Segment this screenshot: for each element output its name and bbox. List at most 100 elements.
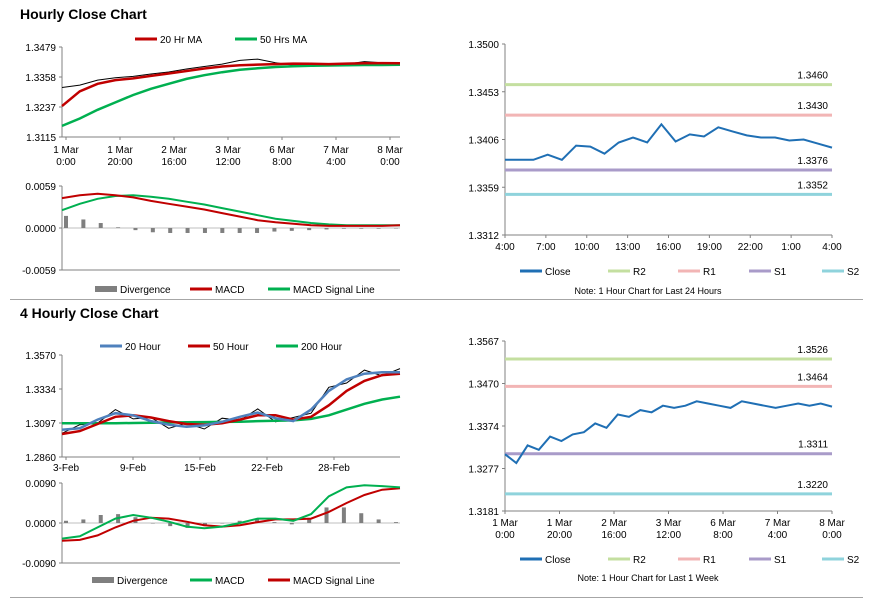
four-hourly-price-y-tick-label: 1.3570 — [25, 351, 56, 362]
four-hourly-pivot-x-tick-label: 0:00 — [822, 530, 842, 541]
hourly-pivot-y-tick-label: 1.3312 — [468, 231, 499, 242]
four-hourly-macd-y-tick-label: 0.0090 — [25, 479, 56, 490]
four-hourly-divergence-bar — [394, 522, 398, 523]
legend-20hr-ma-label: 20 Hr MA — [160, 35, 203, 46]
hourly-macd-y-tick-label: 0.0059 — [25, 182, 56, 193]
hourly-divergence-bar — [220, 228, 225, 233]
four-hourly-pivot-close-line — [504, 400, 833, 465]
legend-hourly-signal-label: MACD Signal Line — [293, 285, 375, 296]
four-hourly-pivot-x-tick-label: 1 Mar — [492, 518, 518, 529]
legend-4h-divergence-label: Divergence — [117, 576, 168, 587]
four-hourly-divergence-bar — [98, 515, 103, 523]
four-hourly-divergence-bar — [341, 507, 346, 523]
hourly-pivot-r1-label: 1.3430 — [797, 101, 828, 112]
hourly-divergence-bar — [289, 228, 294, 231]
hourly-price-x-tick-label: 0:00 — [380, 157, 400, 168]
hourly-divergence-bar — [98, 223, 103, 228]
hourly-price-x-tick-label: 8 Mar — [377, 145, 403, 156]
hourly-pivot-r2-label: 1.3460 — [797, 71, 828, 82]
four-hourly-pivot-y-tick-label: 1.3277 — [468, 465, 499, 476]
hourly-pivot-legend-r2-label: R2 — [633, 267, 646, 278]
hourly-pivot-y-tick-label: 1.3500 — [468, 40, 499, 51]
hourly-divergence-bar — [394, 228, 398, 229]
four-hourly-macd-y-tick-label: -0.0090 — [22, 559, 56, 570]
four-hourly-pivot-r2-label: 1.3526 — [797, 345, 828, 356]
hourly-divergence-bar — [307, 228, 312, 231]
hourly-price-x-tick-label: 3 Mar — [215, 145, 241, 156]
hourly-price-y-tick-label: 1.3479 — [25, 43, 56, 54]
four-hourly-pivot-legend-r1-label: R1 — [703, 555, 716, 566]
hourly-signal-line — [61, 194, 400, 227]
four-hourly-pivot-y-tick-label: 1.3181 — [468, 507, 499, 518]
hourly-divergence-bar — [150, 228, 155, 233]
four-hourly-macd-line — [61, 484, 401, 540]
four-hourly-pivot-y-tick-label: 1.3567 — [468, 337, 499, 348]
hourly-price-x-tick-label: 0:00 — [56, 157, 76, 168]
four-hourly-pivot-legend-close-label: Close — [545, 555, 571, 566]
four-hourly-price-x-tick-label: 22-Feb — [251, 463, 283, 474]
hourly-macd-y-tick-label: 0.0000 — [25, 224, 56, 235]
legend-hourly-divergence-swatch — [95, 286, 117, 292]
hourly-pivot-close-line — [505, 122, 833, 161]
four-hourly-divergence-bar — [289, 523, 294, 525]
hourly-divergence-bar — [202, 228, 207, 233]
legend-4h-macd-label: MACD — [215, 576, 244, 587]
section-title-hourly: Hourly Close Chart — [20, 6, 147, 22]
hourly-price-x-tick-label: 16:00 — [161, 157, 186, 168]
hourly-pivot-y-tick-label: 1.3406 — [468, 136, 499, 147]
hourly-price-y-tick-label: 1.3115 — [26, 133, 56, 144]
hourly-price-x-tick-label: 4:00 — [326, 157, 346, 168]
hourly-price-x-tick-label: 7 Mar — [323, 145, 349, 156]
hourly-pivot-x-tick-label: 7:00 — [536, 242, 556, 253]
hourly-divergence-bar — [272, 228, 277, 232]
hourly-price-y-tick-label: 1.3237 — [25, 103, 56, 114]
hourly-pivot-legend-s2-label: S2 — [847, 267, 860, 278]
hourly-pivot-x-tick-label: 16:00 — [656, 242, 681, 253]
hourly-pivot-legend-close-label: Close — [545, 267, 571, 278]
four-hourly-price-y-tick-label: 1.2860 — [25, 453, 56, 464]
four-hourly-pivot-x-tick-label: 3 Mar — [656, 518, 682, 529]
four-hourly-price-y-tick-label: 1.3334 — [25, 385, 56, 396]
four-hourly-pivot-x-tick-label: 2 Mar — [601, 518, 627, 529]
legend-hourly-macd-label: MACD — [215, 285, 244, 296]
four-hourly-price-x-tick-label: 3-Feb — [53, 463, 80, 474]
hourly-divergence-bar — [255, 228, 260, 233]
four-hourly-signal-line — [61, 487, 401, 542]
four-hourly-price-x-tick-label: 28-Feb — [318, 463, 350, 474]
four-hourly-divergence-bar — [376, 519, 381, 523]
hourly-pivot-x-tick-label: 13:00 — [615, 242, 640, 253]
legend-50-hour-label: 50 Hour — [213, 342, 249, 353]
hourly-pivot-x-tick-label: 10:00 — [574, 242, 599, 253]
hourly-price-x-tick-label: 12:00 — [215, 157, 240, 168]
section-divider — [10, 299, 863, 300]
hourly-divergence-bar — [376, 228, 381, 229]
hourly-pivot-x-tick-label: 1:00 — [781, 242, 801, 253]
hourly-price-x-tick-label: 1 Mar — [107, 145, 133, 156]
hourly-pivot-s2-label: 1.3352 — [797, 180, 828, 191]
hourly-pivot-x-tick-label: 19:00 — [697, 242, 722, 253]
four-hourly-pivot-x-tick-label: 1 Mar — [547, 518, 573, 529]
hourly-pivot-s1-label: 1.3376 — [797, 156, 828, 167]
four-hourly-divergence-bar — [307, 518, 312, 523]
hourly-pivot-legend-r1-label: R1 — [703, 267, 716, 278]
hourly-ma20-line — [61, 61, 401, 108]
four-hourly-pivot-y-tick-label: 1.3374 — [468, 422, 499, 433]
hourly-divergence-bar — [64, 215, 68, 228]
hourly-divergence-bar — [185, 228, 190, 233]
four-hourly-pivot-x-tick-label: 7 Mar — [765, 518, 791, 529]
hourly-price-x-tick-label: 6 Mar — [269, 145, 295, 156]
hourly-price-x-tick-label: 20:00 — [107, 157, 132, 168]
hourly-divergence-bar — [359, 228, 364, 229]
four-hourly-price-y-tick-label: 1.3097 — [25, 419, 56, 430]
hourly-price-x-tick-label: 2 Mar — [161, 145, 187, 156]
four-hourly-price-x-tick-label: 15-Feb — [184, 463, 216, 474]
hourly-divergence-bar — [116, 227, 121, 228]
four-hourly-divergence-bar — [272, 522, 277, 523]
hourly-macd-y-tick-label: -0.0059 — [22, 266, 56, 277]
hourly-pivot-y-tick-label: 1.3453 — [468, 88, 499, 99]
four-hourly-divergence-bar — [150, 523, 155, 524]
four-hourly-divergence-bar — [64, 520, 68, 523]
four-hourly-divergence-bar — [220, 523, 225, 524]
four-hourly-pivot-note: Note: 1 Hour Chart for Last 1 Week — [578, 573, 719, 583]
